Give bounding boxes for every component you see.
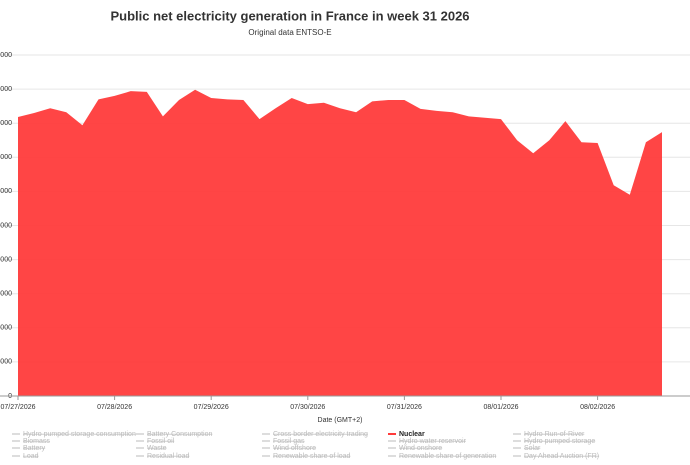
legend-item[interactable]: Renewable share of generation [388, 453, 496, 460]
legend-item[interactable]: Hydro Run-of-River [513, 431, 585, 438]
legend-label: Day Ahead Auction (FR) [524, 453, 599, 460]
y-tick-label: 10,000 [0, 325, 12, 332]
legend-label: Renewable share of generation [399, 453, 496, 460]
legend-label: Load [23, 453, 39, 460]
legend-item[interactable]: Wind onshore [388, 445, 442, 452]
legend-item[interactable]: Cross border electricity trading [262, 431, 368, 438]
legend-item[interactable]: Battery Consumption [136, 431, 212, 438]
legend-item[interactable]: Fossil oil [136, 438, 175, 445]
legend-item[interactable]: Waste [136, 445, 167, 452]
legend-label: Nuclear [399, 431, 425, 438]
x-tick-label: 07/29/2026 [194, 404, 229, 411]
legend-item[interactable]: Day Ahead Auction (FR) [513, 453, 599, 460]
legend-item[interactable]: Battery [12, 445, 46, 452]
legend-label: Fossil gas [273, 438, 305, 445]
area [18, 89, 662, 397]
legend-item[interactable]: Renewable share of load [262, 453, 351, 460]
legend-label: Wind onshore [399, 445, 442, 452]
x-tick-label: 07/27/2026 [0, 404, 35, 411]
legend-item[interactable]: Biomass [12, 438, 50, 445]
legend-label: Waste [147, 445, 167, 452]
legend-label: Wind offshore [273, 445, 316, 452]
legend-label: Cross border electricity trading [273, 431, 368, 438]
legend-item[interactable]: Load [12, 453, 39, 460]
y-tick-label: 5,000 [0, 359, 12, 366]
legend-label: Hydro pumped storage consumption [23, 431, 136, 438]
legend-item[interactable]: Hydro pumped storage [513, 438, 595, 445]
legend-label: Renewable share of load [273, 453, 351, 460]
legend-item[interactable]: Nuclear [388, 431, 425, 438]
x-tick-label: 08/01/2026 [483, 404, 518, 411]
y-tick-label: 35,000 [0, 154, 12, 161]
chart-title: Public net electricity generation in Fra… [110, 8, 469, 23]
legend-label: Biomass [23, 438, 50, 445]
legend-label: Battery Consumption [147, 431, 212, 438]
y-tick-label: 20,000 [0, 256, 12, 263]
legend-label: Solar [524, 445, 541, 452]
legend-label: Hydro Run-of-River [524, 431, 585, 438]
y-tick-label: 45,000 [0, 86, 12, 93]
x-tick-label: 07/30/2026 [290, 404, 325, 411]
legend-item[interactable]: Wind offshore [262, 445, 316, 452]
legend-item[interactable]: Solar [513, 445, 541, 452]
legend-label: Hydro water reservoir [399, 438, 467, 445]
y-tick-label: 30,000 [0, 188, 12, 195]
legend-item[interactable]: Hydro water reservoir [388, 438, 467, 445]
legend-label: Hydro pumped storage [524, 438, 595, 445]
y-tick-label: 40,000 [0, 120, 12, 127]
legend-label: Battery [23, 445, 46, 452]
x-tick-label: 07/28/2026 [97, 404, 132, 411]
x-tick-label: 07/31/2026 [387, 404, 422, 411]
x-axis-label: Date (GMT+2) [318, 417, 363, 424]
y-tick-label: 15,000 [0, 291, 12, 298]
y-tick-label: 50,000 [0, 52, 12, 59]
legend-item[interactable]: Residual load [136, 453, 190, 460]
y-tick-label: 25,000 [0, 222, 12, 229]
legend-label: Residual load [147, 453, 190, 460]
legend-label: Fossil oil [147, 438, 175, 445]
legend-item[interactable]: Hydro pumped storage consumption [12, 431, 136, 438]
x-tick-label: 08/02/2026 [580, 404, 615, 411]
legend-item[interactable]: Fossil gas [262, 438, 305, 445]
chart-subtitle: Original data ENTSO-E [248, 28, 331, 37]
